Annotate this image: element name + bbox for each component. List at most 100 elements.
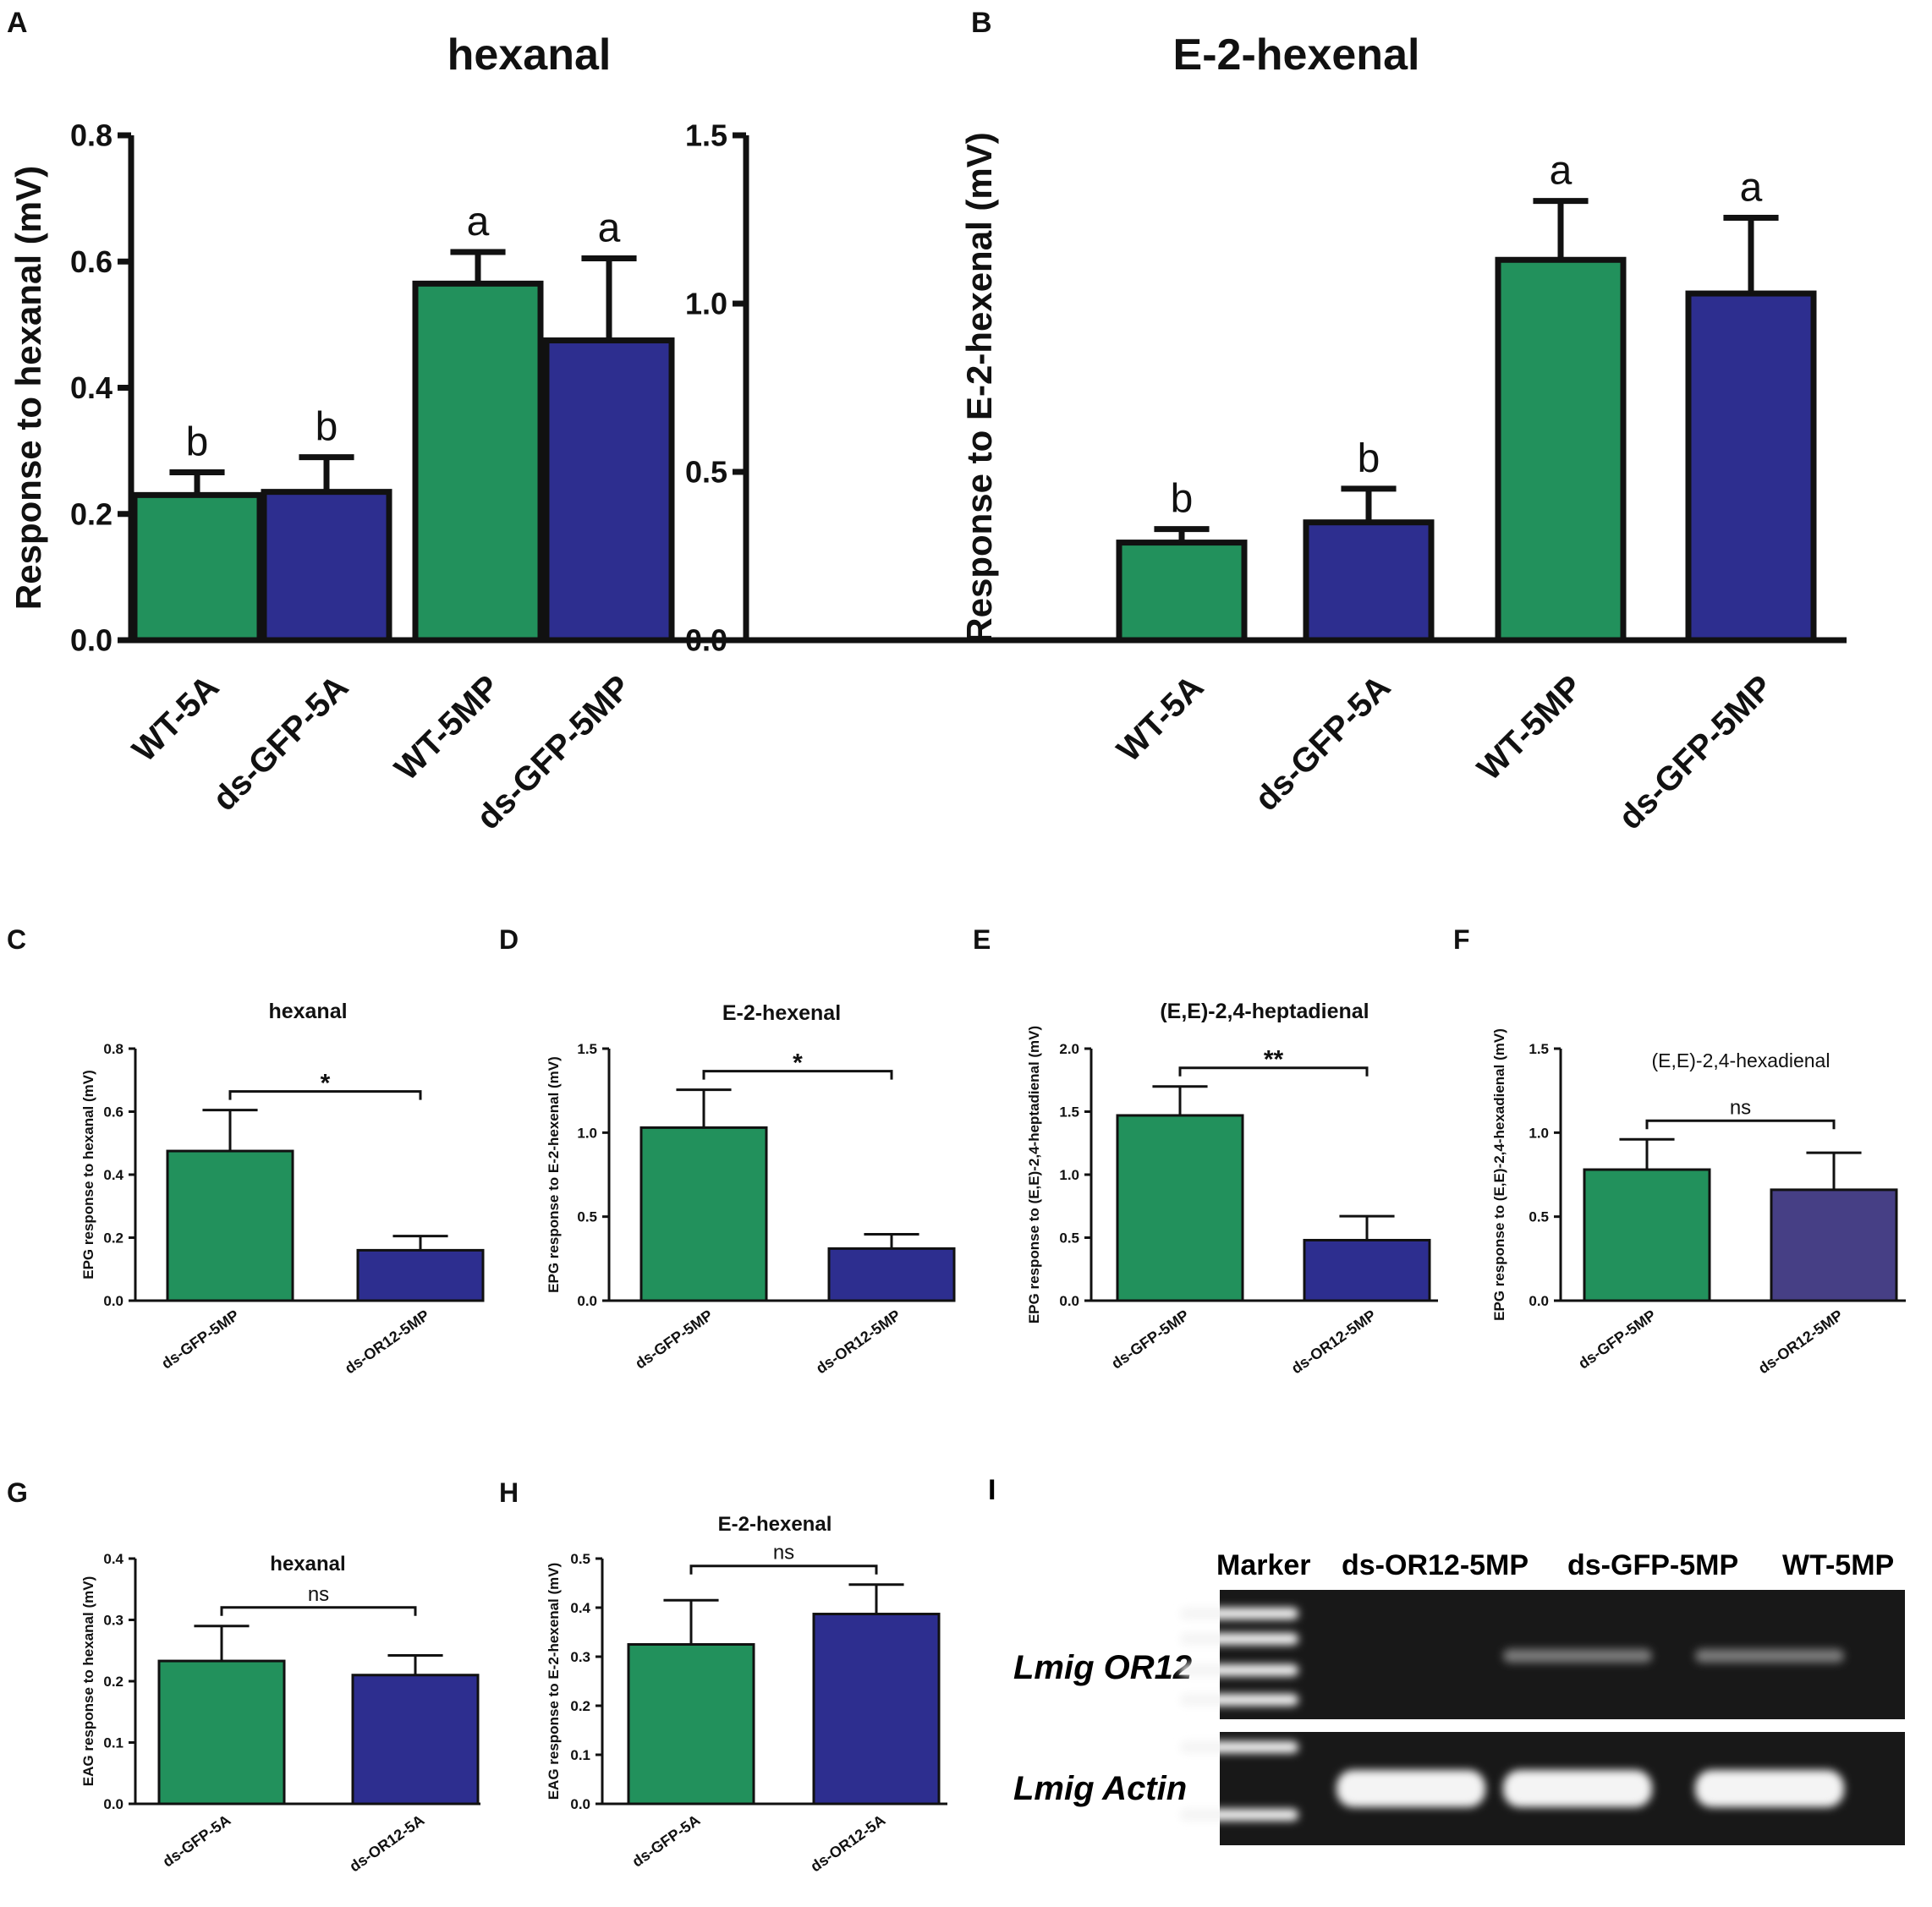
gel-marker-band (1180, 1694, 1298, 1706)
bar (351, 1674, 480, 1806)
y-tick-label: 0.2 (70, 496, 113, 531)
x-tick-label: ds-GFP-5A (206, 668, 355, 818)
y-axis-label: EPG response to (E,E)-2,4-heptadienal (m… (1026, 1026, 1042, 1323)
y-tick-label: 0.1 (103, 1734, 123, 1751)
y-tick-label: 0.2 (570, 1698, 590, 1714)
y-tick-label: 0.0 (70, 623, 113, 658)
significance-label: ns (773, 1542, 794, 1565)
y-tick-label: 0.0 (103, 1796, 123, 1812)
y-tick-label: 1.0 (1059, 1167, 1079, 1183)
y-axis-label: Response to hexanal (mV) (8, 166, 48, 610)
gel-lane-label: WT-5MP (1782, 1549, 1894, 1581)
bar (412, 280, 544, 644)
bar (1770, 1188, 1898, 1302)
y-tick-label: 1.0 (685, 287, 727, 321)
bar (131, 491, 263, 644)
y-axis-label: EPG response to (E,E)-2,4-hexadienal (mV… (1491, 1028, 1507, 1321)
bar (1303, 1238, 1431, 1302)
significance-bracket (702, 1070, 893, 1080)
panel-letter-A: A (7, 7, 28, 39)
y-tick-label: 0.4 (70, 370, 113, 405)
chart-panel-H: H E-2-hexenal EAG response to E-2-hexenal … (499, 1477, 947, 1875)
significance-label: ** (1264, 1046, 1284, 1074)
x-tick-label: ds-GFP-5MP (1611, 668, 1780, 836)
x-tick-label: WT-5MP (1470, 668, 1589, 787)
y-tick-label: 0.5 (1529, 1209, 1549, 1225)
gel-lane-label: ds-OR12-5MP (1342, 1549, 1529, 1581)
bar (827, 1247, 956, 1302)
x-tick-label: WT-5A (1110, 668, 1210, 769)
y-tick-label: 0.3 (103, 1612, 123, 1628)
y-tick-label: 2.0 (1059, 1041, 1079, 1057)
chart-title: E-2-hexenal (722, 1001, 841, 1025)
x-tick-label: ds-GFP-5A (629, 1811, 704, 1871)
gel-marker-band (1180, 1664, 1298, 1676)
bar (1116, 540, 1248, 644)
significance-letter: a (467, 200, 490, 244)
y-tick-label: 0.4 (103, 1551, 123, 1567)
gel-lane-label: ds-GFP-5MP (1567, 1549, 1738, 1581)
y-tick-label: 1.5 (685, 118, 727, 153)
gel-band (1503, 1770, 1652, 1807)
significance-bracket (1178, 1066, 1369, 1077)
bar (166, 1149, 294, 1302)
gel-band (1336, 1770, 1485, 1807)
significance-letter: a (1740, 166, 1763, 211)
significance-letter: b (1358, 436, 1380, 481)
y-tick-label: 0.0 (1059, 1293, 1079, 1309)
y-tick-label: 0.2 (103, 1230, 123, 1246)
bar (627, 1643, 755, 1806)
chart-title: hexanal (270, 1553, 345, 1575)
significance-bracket (1645, 1119, 1836, 1130)
gel-image (1180, 1590, 1905, 1845)
gel-lane-label: Marker (1216, 1549, 1311, 1581)
x-tick-label: ds-OR12-5MP (813, 1307, 903, 1378)
y-tick-label: 0.5 (1059, 1230, 1079, 1246)
chart-panel-D: D E-2-hexenal EPG response to E-2-hexenal … (499, 924, 956, 1378)
significance-bracket (689, 1565, 878, 1575)
significance-letter: b (1171, 477, 1194, 522)
y-axis-label: EAG response to hexanal (mV) (80, 1576, 96, 1786)
y-tick-label: 0.0 (570, 1796, 590, 1812)
significance-letter: a (1550, 149, 1572, 194)
x-tick-label: ds-GFP-5MP (632, 1307, 716, 1373)
gel-marker-band (1180, 1608, 1298, 1619)
bar (543, 337, 675, 644)
chart-title: E-2-hexenal (718, 1513, 832, 1536)
x-tick-label: ds-OR12-5MP (1755, 1307, 1846, 1378)
chart-panel-F: F (E,E)-2,4-hexadienal EPG response to (E,… (1453, 924, 1906, 1377)
gel-marker-band (1180, 1633, 1298, 1645)
panel-letter-D: D (499, 924, 519, 955)
bar (1495, 256, 1627, 644)
y-tick-label: 0.4 (570, 1600, 590, 1616)
y-tick-label: 0.1 (570, 1747, 590, 1763)
significance-label: ns (308, 1583, 329, 1606)
y-tick-label: 0.2 (103, 1674, 123, 1690)
gel-band (1695, 1649, 1844, 1663)
y-axis-label: EAG response to E-2-hexenal (mV) (546, 1563, 562, 1800)
y-tick-label: 1.5 (1059, 1104, 1079, 1120)
x-tick-label: WT-5A (125, 668, 226, 769)
significance-bracket (228, 1090, 422, 1100)
x-tick-label: ds-OR12-5A (807, 1811, 888, 1875)
y-tick-label: 0.5 (685, 455, 727, 490)
significance-label: * (793, 1049, 803, 1077)
y-tick-label: 0.4 (103, 1167, 123, 1183)
significance-bracket (220, 1606, 417, 1616)
bar (812, 1613, 941, 1806)
significance-label: * (321, 1070, 331, 1098)
chart-panel-E: E (E,E)-2,4-heptadienal EPG response to (E… (973, 924, 1438, 1377)
x-tick-label: WT-5MP (387, 668, 507, 787)
significance-letter: b (186, 419, 209, 464)
chart-title: (E,E)-2,4-hexadienal (1652, 1049, 1830, 1071)
y-tick-label: 0.0 (685, 623, 727, 658)
y-axis-label: EPG response to hexanal (mV) (80, 1070, 96, 1280)
panel-letter-G: G (7, 1477, 28, 1508)
y-tick-label: 0.8 (70, 118, 113, 153)
panel-letter-C: C (7, 924, 26, 955)
y-tick-label: 0.6 (103, 1104, 123, 1120)
panel-letter-I: I (988, 1474, 996, 1506)
